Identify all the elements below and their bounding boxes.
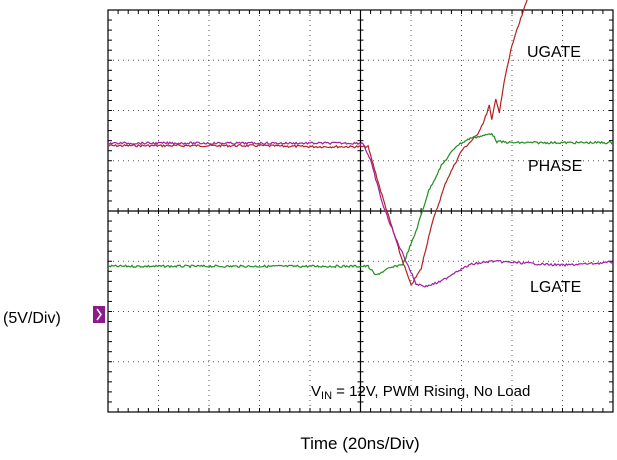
test-conditions-annotation: VIN = 12V, PWM Rising, No Load: [311, 383, 530, 402]
x-axis-label: Time (20ns/Div): [300, 434, 419, 453]
trace-label-ugate: UGATE: [527, 44, 581, 61]
ground-reference-marker: [93, 306, 105, 323]
traces: [107, 0, 614, 288]
y-scale-label: (5V/Div): [3, 310, 61, 327]
trace-ugate: [107, 0, 528, 286]
trace-phase: [107, 132, 614, 276]
trace-label-phase: PHASE: [528, 158, 582, 175]
trace-label-lgate: LGATE: [530, 279, 581, 296]
center-axes: [108, 10, 613, 412]
trace-lgate: [107, 141, 614, 288]
